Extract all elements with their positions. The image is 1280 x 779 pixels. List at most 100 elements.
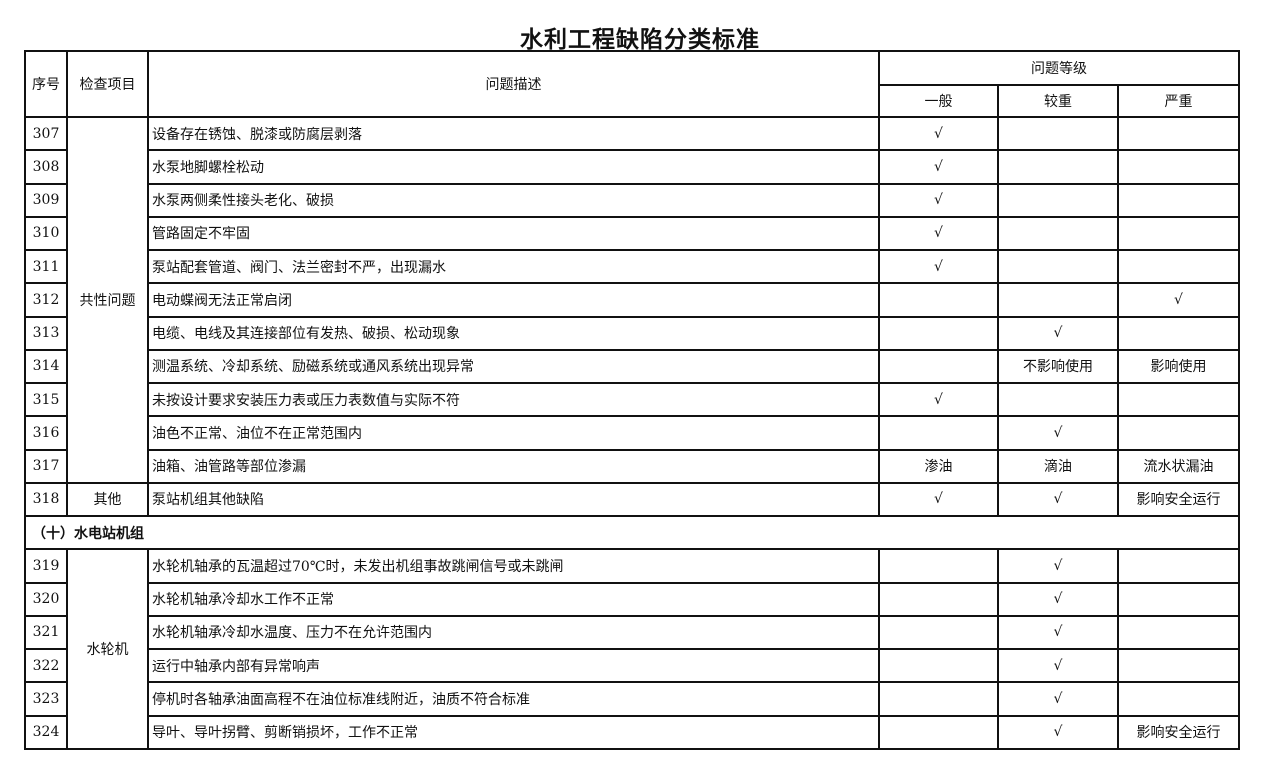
table-row: 312 电动蝶阀无法正常启闭 √: [24, 282, 1241, 318]
level-heavy: 滴油: [997, 448, 1119, 484]
table-row: 321 水轮机轴承冷却水温度、压力不在允许范围内 √: [24, 614, 1241, 651]
level-general: √: [878, 215, 999, 252]
level-general: [878, 647, 999, 684]
row-number: 320: [24, 581, 68, 617]
row-number: 310: [24, 215, 68, 252]
problem-description: 水泵地脚螺栓松动: [147, 149, 880, 185]
inspection-item: 水轮机: [66, 548, 149, 750]
level-general: √: [878, 481, 999, 518]
level-heavy: [997, 248, 1119, 285]
level-heavy: √: [997, 481, 1119, 518]
problem-description: 水泵两侧柔性接头老化、破损: [147, 182, 880, 218]
level-general: √: [878, 248, 999, 285]
header-desc: 问题描述: [147, 50, 880, 118]
level-severe: [1116, 647, 1241, 684]
level-heavy: √: [997, 714, 1119, 750]
table-row: 323 停机时各轴承油面高程不在油位标准线附近，油质不符合标准 √: [24, 681, 1241, 717]
level-severe: [1116, 182, 1241, 218]
problem-description: 停机时各轴承油面高程不在油位标准线附近，油质不符合标准: [147, 681, 880, 717]
level-general: √: [878, 149, 999, 185]
level-severe: [1116, 548, 1241, 584]
level-heavy: √: [997, 415, 1119, 451]
problem-description: 水轮机轴承的瓦温超过70℃时，未发出机组事故跳闸信号或未跳闸: [147, 548, 880, 584]
problem-description: 水轮机轴承冷却水温度、压力不在允许范围内: [147, 614, 880, 651]
table-row: 307 共性问题 设备存在锈蚀、脱漆或防腐层剥落 √: [24, 115, 1241, 484]
level-heavy: √: [997, 315, 1119, 351]
level-severe: 流水状漏油: [1116, 448, 1241, 484]
table-row: 316 油色不正常、油位不在正常范围内 √: [24, 415, 1241, 451]
table-row: 317 油箱、油管路等部位渗漏 渗油 滴油 流水状漏油: [24, 448, 1241, 484]
level-general: [878, 348, 999, 385]
level-heavy: √: [997, 581, 1119, 617]
header-severe: 严重: [1116, 84, 1241, 118]
level-general: [878, 681, 999, 717]
level-heavy: √: [997, 647, 1119, 684]
level-severe: [1116, 149, 1241, 185]
level-severe: 影响使用: [1116, 348, 1241, 385]
level-severe: √: [1116, 282, 1241, 318]
row-number: 308: [24, 149, 68, 185]
problem-description: 运行中轴承内部有异常响声: [147, 647, 880, 684]
row-number: 323: [24, 681, 68, 717]
problem-description: 未按设计要求安装压力表或压力表数值与实际不符: [147, 381, 880, 418]
level-severe: [1116, 315, 1241, 351]
row-number: 324: [24, 714, 68, 750]
level-general: [878, 415, 999, 451]
problem-description: 泵站配套管道、阀门、法兰密封不严，出现漏水: [147, 248, 880, 285]
header-general: 一般: [878, 84, 999, 118]
level-general: [878, 282, 999, 318]
level-severe: [1116, 115, 1241, 152]
page-title: 水利工程缺陷分类标准: [520, 27, 760, 53]
level-general: 渗油: [878, 448, 999, 484]
problem-description: 测温系统、冷却系统、励磁系统或通风系统出现异常: [147, 348, 880, 385]
row-number: 311: [24, 248, 68, 285]
level-heavy: √: [997, 614, 1119, 651]
level-heavy: [997, 215, 1119, 252]
level-heavy: [997, 149, 1119, 185]
level-severe: [1116, 681, 1241, 717]
level-heavy: √: [997, 548, 1119, 584]
level-general: [878, 614, 999, 651]
level-severe: [1116, 581, 1241, 617]
inspection-item: 其他: [66, 481, 149, 518]
problem-description: 油箱、油管路等部位渗漏: [147, 448, 880, 484]
inspection-item: 共性问题: [66, 116, 149, 484]
problem-description: 设备存在锈蚀、脱漆或防腐层剥落: [147, 115, 880, 152]
table-row: 309 水泵两侧柔性接头老化、破损 √: [24, 182, 1241, 218]
row-number: 317: [24, 448, 68, 484]
problem-description: 电动蝶阀无法正常启闭: [147, 282, 880, 318]
level-severe: 影响安全运行: [1116, 714, 1241, 750]
table-row: 314 测温系统、冷却系统、励磁系统或通风系统出现异常 不影响使用 影响使用: [24, 348, 1241, 385]
problem-description: 泵站机组其他缺陷: [147, 481, 880, 518]
level-general: [878, 315, 999, 351]
row-number: 322: [24, 647, 68, 684]
level-general: √: [878, 182, 999, 218]
row-number: 315: [24, 381, 68, 418]
row-number: 313: [24, 315, 68, 351]
level-general: √: [878, 115, 999, 152]
row-number: 318: [24, 481, 68, 518]
table-row: 324 导叶、导叶拐臂、剪断销损坏，工作不正常 √ 影响安全运行: [24, 714, 1241, 750]
header-no: 序号: [24, 50, 68, 118]
level-heavy: [997, 381, 1119, 418]
row-number: 321: [24, 614, 68, 651]
row-number: 319: [24, 548, 68, 584]
problem-description: 电缆、电线及其连接部位有发热、破损、松动现象: [147, 315, 880, 351]
problem-description: 导叶、导叶拐臂、剪断销损坏，工作不正常: [147, 714, 880, 750]
row-number: 309: [24, 182, 68, 218]
section-row: （十）水电站机组: [23, 514, 1241, 551]
row-number: 307: [24, 115, 68, 152]
row-number: 314: [24, 348, 68, 385]
level-heavy: [997, 115, 1119, 152]
level-severe: [1116, 415, 1241, 451]
level-heavy: [997, 282, 1119, 318]
level-severe: [1116, 248, 1241, 285]
table-row: 318 其他 泵站机组其他缺陷 √ √ 影响安全运行: [24, 481, 1241, 518]
level-heavy: [997, 182, 1119, 218]
table-row: 311 泵站配套管道、阀门、法兰密封不严，出现漏水 √: [24, 248, 1241, 285]
level-heavy: √: [997, 681, 1119, 717]
header-level: 问题等级: [877, 50, 1241, 86]
table-row: 319 水轮机 水轮机轴承的瓦温超过70℃时，未发出机组事故跳闸信号或未跳闸 √: [24, 548, 1241, 750]
problem-description: 管路固定不牢固: [147, 215, 880, 252]
table-row: 310 管路固定不牢固 √: [24, 215, 1241, 252]
